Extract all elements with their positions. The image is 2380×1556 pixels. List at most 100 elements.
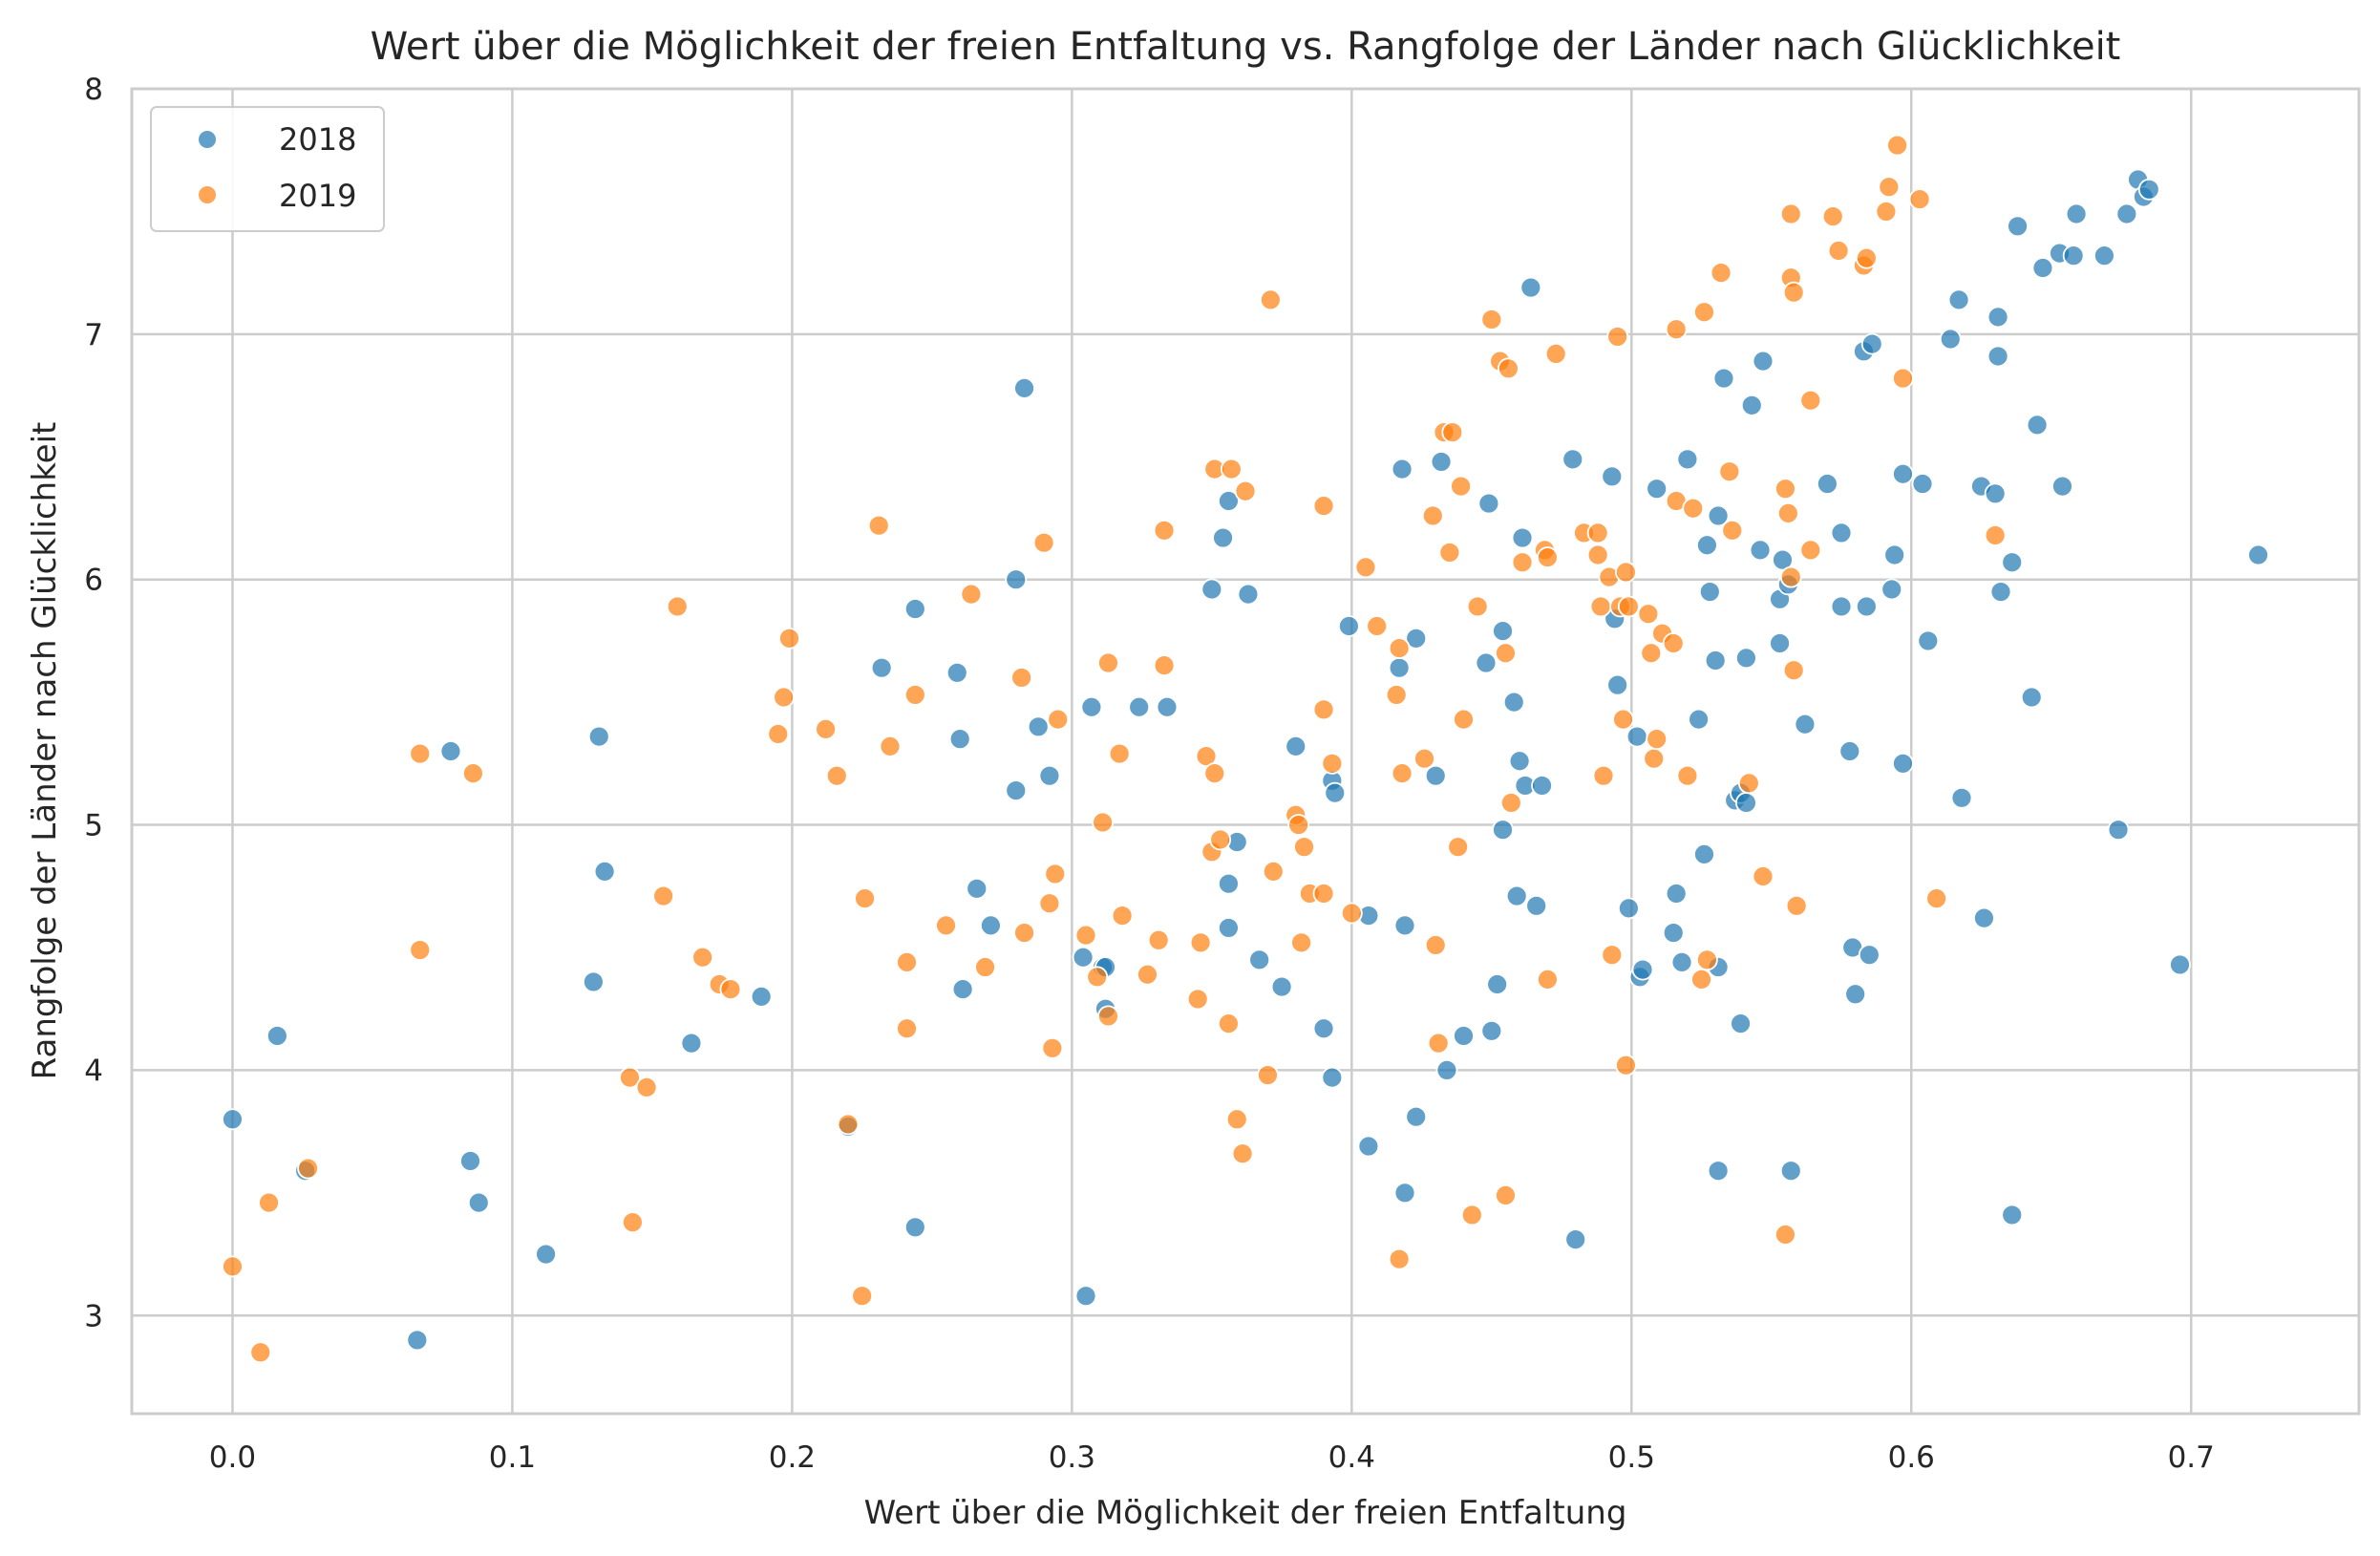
point-2018 xyxy=(1393,914,1416,937)
point-2018 xyxy=(1917,629,1940,652)
point-2019 xyxy=(1682,497,1705,520)
point-2019 xyxy=(1044,863,1067,885)
legend-marker-2018 xyxy=(197,129,218,150)
point-2019 xyxy=(1676,764,1699,787)
point-2018 xyxy=(1617,897,1640,920)
point-2018 xyxy=(1270,975,1293,998)
point-2018 xyxy=(1883,544,1906,566)
point-2018 xyxy=(1892,752,1914,775)
point-2018 xyxy=(1519,276,1542,299)
point-2018 xyxy=(1707,504,1730,527)
point-2018 xyxy=(2065,202,2088,225)
point-2018 xyxy=(1218,917,1240,939)
point-2019 xyxy=(1092,811,1114,834)
point-2018 xyxy=(2001,1204,2024,1226)
point-2019 xyxy=(1447,836,1470,859)
point-2018 xyxy=(1693,842,1715,865)
point-2019 xyxy=(879,735,902,757)
point-2018 xyxy=(1453,1025,1475,1047)
point-2018 xyxy=(1128,695,1151,718)
point-2019 xyxy=(409,742,432,765)
plot-frame xyxy=(130,87,2361,1416)
point-2019 xyxy=(1601,944,1624,967)
point-2019 xyxy=(1799,539,1822,562)
point-2019 xyxy=(297,1157,319,1180)
point-2019 xyxy=(1984,524,2007,546)
point-2019 xyxy=(462,762,484,785)
point-2018 xyxy=(1248,949,1271,971)
point-2019 xyxy=(1695,949,1718,971)
point-2019 xyxy=(1195,745,1218,768)
y-tick-label: 6 xyxy=(84,564,103,598)
point-2019 xyxy=(1312,495,1335,518)
point-2019 xyxy=(1225,1108,1248,1131)
legend-label-2019: 2019 xyxy=(279,178,356,214)
point-2019 xyxy=(1086,966,1109,989)
point-2018 xyxy=(1984,482,2007,505)
point-2019 xyxy=(1147,928,1170,951)
point-2019 xyxy=(1537,546,1559,568)
point-2018 xyxy=(1830,522,1853,544)
point-2018 xyxy=(1704,650,1727,671)
point-2018 xyxy=(2062,245,2085,267)
point-2019 xyxy=(1321,752,1344,775)
point-2018 xyxy=(439,740,462,762)
point-2019 xyxy=(1779,202,1802,225)
point-2018 xyxy=(1855,595,1878,618)
point-2018 xyxy=(1740,394,1763,416)
point-2019 xyxy=(1511,551,1534,574)
point-2019 xyxy=(1776,501,1799,524)
point-2019 xyxy=(1366,615,1389,637)
point-2018 xyxy=(1987,345,2009,368)
point-2018 xyxy=(2020,686,2043,709)
point-2019 xyxy=(1385,684,1408,706)
point-2019 xyxy=(1137,963,1158,986)
point-2019 xyxy=(1774,478,1796,501)
point-2019 xyxy=(1892,367,1914,390)
point-2019 xyxy=(1718,460,1741,483)
point-2019 xyxy=(1097,651,1119,674)
point-2018 xyxy=(903,1216,926,1239)
point-2018 xyxy=(1337,615,1360,637)
point-2018 xyxy=(582,970,605,993)
point-2019 xyxy=(935,914,957,937)
point-2018 xyxy=(1712,367,1735,390)
point-2019 xyxy=(1586,522,1609,544)
point-2019 xyxy=(896,1017,918,1040)
point-2018 xyxy=(1405,1105,1428,1128)
point-2018 xyxy=(1218,490,1240,512)
point-2018 xyxy=(1492,620,1514,643)
point-2019 xyxy=(1721,519,1744,542)
point-2018 xyxy=(1881,578,1903,601)
point-2018 xyxy=(587,725,610,748)
point-2019 xyxy=(1290,931,1312,954)
point-2019 xyxy=(1637,603,1660,626)
point-2018 xyxy=(1695,534,1718,557)
point-2018 xyxy=(966,877,988,900)
point-2018 xyxy=(2001,551,2024,574)
point-2019 xyxy=(1460,1204,1483,1226)
point-2019 xyxy=(1013,922,1035,944)
point-2019 xyxy=(767,723,790,745)
point-2018 xyxy=(1477,492,1500,515)
point-2019 xyxy=(825,764,848,787)
point-2018 xyxy=(2115,202,2138,225)
y-tick-labels: 3 4 5 6 7 8 xyxy=(84,73,103,1333)
point-2019 xyxy=(1293,836,1315,859)
x-tick-label: 0.4 xyxy=(1328,1440,1375,1475)
point-2018 xyxy=(1646,478,1668,501)
point-2018 xyxy=(1391,458,1413,480)
point-2018 xyxy=(1435,1059,1458,1081)
point-2019 xyxy=(1908,188,1931,210)
point-2019 xyxy=(1855,246,1878,269)
point-2018 xyxy=(1430,451,1453,473)
point-2019 xyxy=(1111,905,1134,927)
point-2019 xyxy=(691,946,714,969)
point-2019 xyxy=(1925,887,1948,910)
point-2019 xyxy=(1737,772,1760,795)
point-2019 xyxy=(1544,342,1567,365)
point-2018 xyxy=(1511,526,1534,549)
point-2019 xyxy=(896,950,918,973)
point-2018 xyxy=(1676,448,1699,471)
